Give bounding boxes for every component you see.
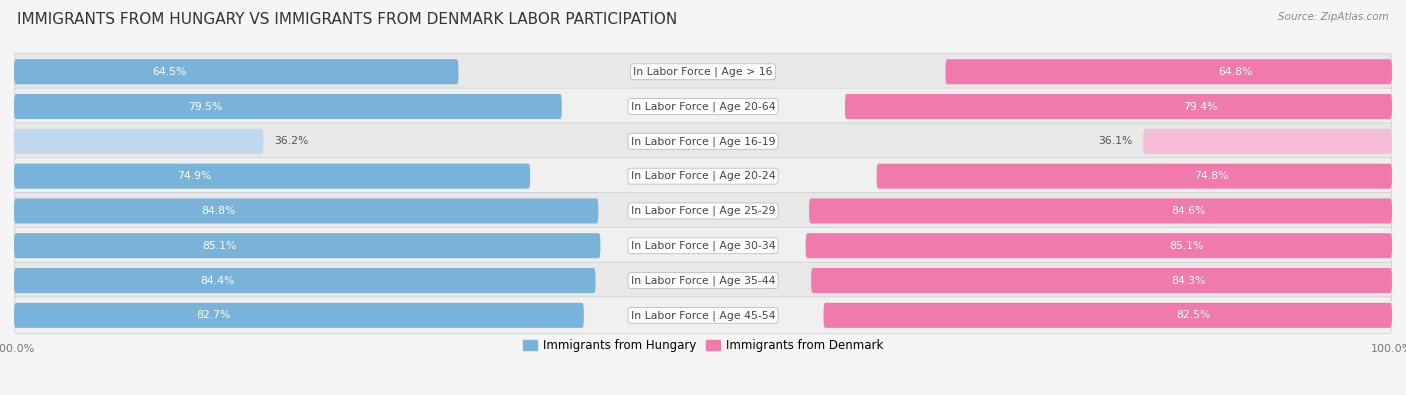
FancyBboxPatch shape (14, 59, 458, 84)
Text: In Labor Force | Age > 16: In Labor Force | Age > 16 (633, 66, 773, 77)
Text: 84.6%: 84.6% (1171, 206, 1205, 216)
Text: 85.1%: 85.1% (1170, 241, 1204, 251)
FancyBboxPatch shape (14, 198, 599, 224)
Text: Source: ZipAtlas.com: Source: ZipAtlas.com (1278, 12, 1389, 22)
FancyBboxPatch shape (14, 53, 1392, 90)
FancyBboxPatch shape (806, 233, 1392, 258)
FancyBboxPatch shape (876, 164, 1392, 189)
Text: In Labor Force | Age 16-19: In Labor Force | Age 16-19 (631, 136, 775, 147)
Text: 84.4%: 84.4% (201, 276, 235, 286)
FancyBboxPatch shape (14, 262, 1392, 299)
Text: IMMIGRANTS FROM HUNGARY VS IMMIGRANTS FROM DENMARK LABOR PARTICIPATION: IMMIGRANTS FROM HUNGARY VS IMMIGRANTS FR… (17, 12, 678, 27)
FancyBboxPatch shape (14, 268, 596, 293)
FancyBboxPatch shape (14, 192, 1392, 229)
FancyBboxPatch shape (14, 227, 1392, 264)
FancyBboxPatch shape (945, 59, 1392, 84)
Text: In Labor Force | Age 30-34: In Labor Force | Age 30-34 (631, 241, 775, 251)
FancyBboxPatch shape (1143, 129, 1392, 154)
Text: 64.8%: 64.8% (1219, 67, 1253, 77)
FancyBboxPatch shape (14, 88, 1392, 125)
FancyBboxPatch shape (14, 303, 583, 328)
Legend: Immigrants from Hungary, Immigrants from Denmark: Immigrants from Hungary, Immigrants from… (519, 335, 887, 357)
FancyBboxPatch shape (14, 129, 263, 154)
Text: 79.4%: 79.4% (1184, 102, 1218, 111)
Text: 74.8%: 74.8% (1194, 171, 1229, 181)
Text: 36.2%: 36.2% (274, 136, 308, 147)
Text: 84.3%: 84.3% (1171, 276, 1206, 286)
FancyBboxPatch shape (845, 94, 1392, 119)
Text: 84.8%: 84.8% (201, 206, 236, 216)
Text: 36.1%: 36.1% (1098, 136, 1133, 147)
Text: 79.5%: 79.5% (188, 102, 224, 111)
FancyBboxPatch shape (808, 198, 1392, 224)
Text: 74.9%: 74.9% (177, 171, 212, 181)
FancyBboxPatch shape (14, 123, 1392, 160)
Text: 82.7%: 82.7% (197, 310, 231, 320)
FancyBboxPatch shape (14, 297, 1392, 334)
FancyBboxPatch shape (14, 164, 530, 189)
Text: In Labor Force | Age 45-54: In Labor Force | Age 45-54 (631, 310, 775, 321)
FancyBboxPatch shape (811, 268, 1392, 293)
FancyBboxPatch shape (824, 303, 1392, 328)
Text: 85.1%: 85.1% (202, 241, 236, 251)
FancyBboxPatch shape (14, 158, 1392, 195)
Text: 82.5%: 82.5% (1175, 310, 1211, 320)
FancyBboxPatch shape (14, 233, 600, 258)
FancyBboxPatch shape (14, 94, 562, 119)
Text: In Labor Force | Age 35-44: In Labor Force | Age 35-44 (631, 275, 775, 286)
Text: In Labor Force | Age 20-64: In Labor Force | Age 20-64 (631, 101, 775, 112)
Text: In Labor Force | Age 20-24: In Labor Force | Age 20-24 (631, 171, 775, 181)
Text: In Labor Force | Age 25-29: In Labor Force | Age 25-29 (631, 206, 775, 216)
Text: 64.5%: 64.5% (152, 67, 187, 77)
